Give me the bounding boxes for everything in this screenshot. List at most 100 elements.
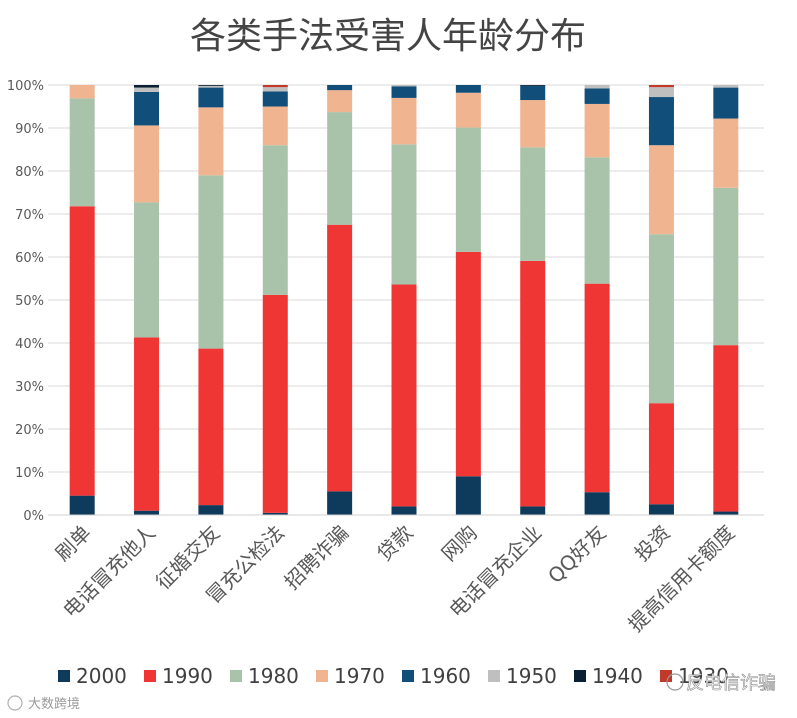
- bar-segment-1960: [262, 91, 288, 107]
- bar-segment-2000: [134, 510, 160, 515]
- bar-segment-2000: [391, 506, 417, 515]
- bar-segment-1960: [648, 97, 674, 146]
- bar-segment-2000: [713, 511, 739, 515]
- bar-segment-1970: [455, 92, 481, 128]
- bar-segment-1980: [134, 202, 160, 338]
- bar-segment-1960: [455, 85, 481, 93]
- bar-segment-1980: [713, 187, 739, 346]
- y-tick-label: 80%: [15, 165, 44, 180]
- y-axis-ticks: 0% 10% 20% 30% 40% 50% 60% 70% 80% 90% 100%: [7, 79, 44, 524]
- bar-segment-1960: [520, 85, 546, 101]
- bar-segment-1980: [69, 98, 95, 207]
- bar-segment-1970: [327, 90, 353, 113]
- y-tick-label: 20%: [15, 423, 44, 438]
- watermark-logo-icon: [7, 695, 23, 711]
- bar-segment-1990: [455, 251, 481, 477]
- bar-segment-1980: [198, 175, 224, 349]
- wechat-icon: [666, 673, 684, 691]
- bar-segment-1990: [134, 337, 160, 511]
- y-tick-label: 60%: [15, 251, 44, 266]
- bar-segment-1960: [713, 87, 739, 119]
- legend-label-1930: 1930: [678, 664, 729, 688]
- bar-segment-2000: [262, 512, 288, 515]
- legend-swatch-1960: [402, 670, 414, 682]
- watermark-right: 反电信诈骗: [666, 673, 776, 694]
- y-tick-label: 30%: [15, 380, 44, 395]
- bar-segment-1970: [198, 107, 224, 176]
- bar-segment-1950: [391, 85, 417, 87]
- legend-swatch-1980: [230, 670, 242, 682]
- y-tick-label: 70%: [15, 208, 44, 223]
- x-tick-label: 招聘诈骗: [280, 521, 354, 595]
- bar-segment-1970: [391, 97, 417, 145]
- bar-segment-1960: [134, 91, 160, 126]
- bar-segment-1990: [327, 224, 353, 492]
- legend-swatch-1930: [660, 670, 672, 682]
- bar-segment-1970: [69, 85, 95, 99]
- bar-segment-2000: [520, 506, 546, 515]
- bar-segment-1950: [584, 85, 610, 89]
- bar-segment-1990: [584, 283, 610, 493]
- bar-segment-2000: [69, 495, 95, 515]
- bar-segment-1990: [262, 294, 288, 513]
- bar-segment-1950: [713, 85, 739, 88]
- bar-segment-1970: [134, 125, 160, 203]
- bar-segment-1940: [134, 85, 160, 88]
- bar-segment-1970: [262, 106, 288, 146]
- bar-segment-1970: [584, 103, 610, 158]
- y-tick-label: 0%: [23, 509, 44, 524]
- bar-segment-1980: [520, 147, 546, 261]
- legend: 2000 1990 1980 1970 1960 1950 1940 1930: [58, 664, 729, 688]
- bar-segment-1940: [520, 85, 546, 86]
- legend-label-1980: 1980: [248, 664, 299, 688]
- y-tick-label: 10%: [15, 466, 44, 481]
- bar-segment-1990: [198, 348, 224, 506]
- x-tick-label: 刷单: [50, 521, 95, 566]
- legend-swatch-1950: [488, 670, 500, 682]
- bar-segment-2000: [584, 492, 610, 515]
- x-tick-label: QQ好友: [543, 521, 611, 589]
- bar-segment-1930: [262, 85, 288, 88]
- y-tick-label: 40%: [15, 337, 44, 352]
- legend-label-1960: 1960: [420, 664, 471, 688]
- legend-label-1950: 1950: [506, 664, 557, 688]
- legend-swatch-1970: [316, 670, 328, 682]
- legend-label-1990: 1990: [162, 664, 213, 688]
- y-tick-label: 50%: [15, 294, 44, 309]
- bar-segment-1970: [713, 118, 739, 188]
- legend-label-1940: 1940: [592, 664, 643, 688]
- watermark-left-text: 大数跨境: [28, 697, 80, 712]
- legend-swatch-1990: [144, 670, 156, 682]
- bar-segment-1980: [648, 234, 674, 404]
- bar-segment-2000: [198, 505, 224, 515]
- bar-segment-1960: [584, 88, 610, 104]
- legend-swatch-2000: [58, 670, 70, 682]
- bar-segment-1980: [455, 127, 481, 252]
- bar-segment-1990: [69, 206, 95, 496]
- bar-segment-1990: [391, 284, 417, 507]
- x-tick-label: 网购: [437, 521, 482, 566]
- bar-segment-1960: [391, 86, 417, 98]
- bar-segment-1930: [648, 85, 674, 88]
- bar-segment-1950: [262, 87, 288, 92]
- bar-segment-1960: [198, 87, 224, 108]
- bars: [69, 85, 739, 515]
- watermark-left: 大数跨境: [7, 695, 80, 712]
- bar-segment-2000: [648, 504, 674, 515]
- x-tick-label: 贷款: [372, 521, 417, 566]
- bar-segment-1980: [327, 112, 353, 225]
- y-tick-label: 100%: [7, 79, 44, 94]
- bar-segment-1970: [648, 145, 674, 235]
- bar-segment-1950: [648, 87, 674, 98]
- bar-segment-1990: [648, 403, 674, 505]
- bar-segment-2000: [455, 476, 481, 515]
- bar-segment-1940: [198, 85, 224, 86]
- bar-segment-2000: [327, 491, 353, 515]
- bar-segment-1980: [584, 157, 610, 284]
- bar-segment-1950: [198, 85, 224, 88]
- legend-label-2000: 2000: [76, 664, 127, 688]
- legend-swatch-1940: [574, 670, 586, 682]
- bar-segment-1980: [262, 145, 288, 295]
